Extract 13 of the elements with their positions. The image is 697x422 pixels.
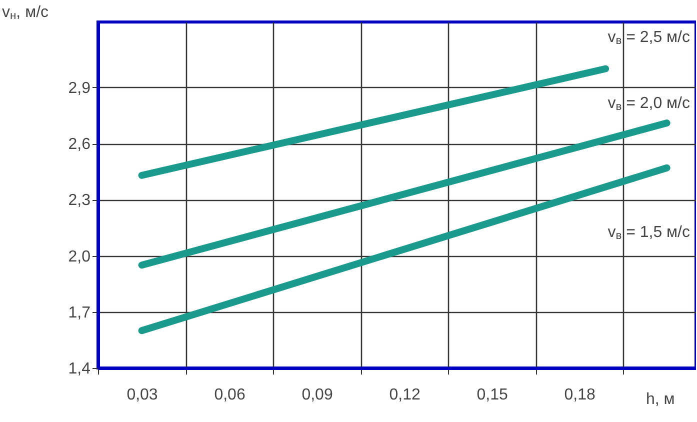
y-tick-label: 2,9 — [68, 80, 91, 97]
y-tick-label: 2,6 — [68, 136, 91, 154]
x-axis-title: h, м — [646, 391, 675, 408]
y-tick-label: 1,4 — [68, 360, 91, 378]
y-tick-label: 2,0 — [68, 248, 91, 266]
x-tick-label: 0,09 — [302, 386, 333, 404]
x-tick-label: 0,06 — [214, 386, 246, 404]
x-tick-label: 0,03 — [126, 386, 158, 404]
x-tick-label: 0,12 — [389, 386, 420, 404]
x-tick-label: 0,15 — [476, 386, 508, 404]
x-tick-label: 0,18 — [564, 386, 596, 404]
y-tick-label: 2,3 — [68, 192, 91, 210]
y-tick-label: 1,7 — [68, 304, 91, 322]
